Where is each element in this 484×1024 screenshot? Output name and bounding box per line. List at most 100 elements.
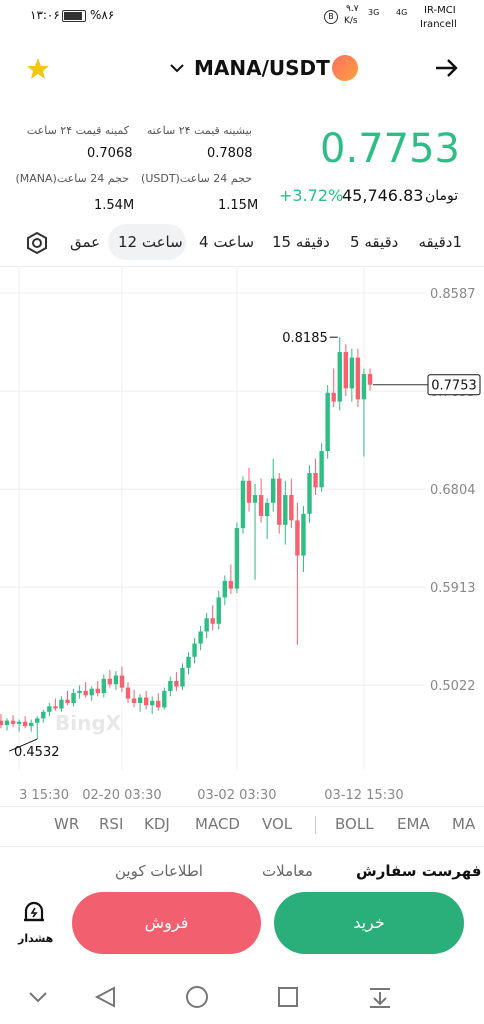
price-change: +3.72% — [279, 186, 344, 205]
tab-strip: اطلاعات کوین معاملات فهرست سفارش — [0, 860, 484, 882]
candle-body — [240, 480, 246, 529]
candle-body — [22, 721, 28, 727]
interval-tab[interactable]: 4 ساعت — [199, 233, 255, 251]
net-speed-unit: K/s — [344, 16, 358, 26]
x-tick-label: 03-12 15:30 — [324, 788, 403, 803]
indicator[interactable]: VOL — [262, 815, 293, 833]
pair-name[interactable]: MANA/USDT — [194, 56, 330, 80]
currency-label: تومان — [425, 188, 459, 204]
candle-body — [331, 392, 336, 402]
share-button[interactable] — [434, 56, 460, 80]
candle-body — [319, 451, 324, 488]
divider — [0, 846, 484, 847]
buy-button[interactable]: خرید — [274, 892, 464, 954]
candle-body — [35, 718, 40, 723]
candle-body — [271, 478, 276, 503]
candle-body — [4, 720, 10, 726]
candle-body — [131, 698, 137, 704]
candle-body — [53, 706, 58, 709]
candle-body — [264, 502, 270, 516]
carrier: IR-MCI — [424, 5, 456, 16]
candle-body — [107, 678, 113, 685]
current-price-label: 0.7753 — [431, 379, 477, 394]
tab[interactable]: معاملات — [262, 862, 313, 880]
stat-value: 0.7068 — [87, 146, 133, 161]
candle-body — [174, 680, 179, 687]
sell-button[interactable]: فروش — [72, 892, 261, 954]
candle-body — [361, 374, 367, 400]
nav-hide[interactable] — [29, 992, 47, 1003]
tab[interactable]: اطلاعات کوین — [115, 862, 203, 880]
candle-body — [216, 597, 221, 624]
high-label: 0.8185 — [282, 331, 328, 346]
indicator[interactable]: WR — [54, 815, 80, 833]
price-toman: 45,746.83 — [342, 186, 424, 205]
candle-body — [210, 618, 215, 624]
candle-body — [295, 520, 300, 556]
candle-body — [301, 513, 306, 556]
nav-recent[interactable] — [278, 987, 298, 1007]
candle-body — [325, 392, 330, 452]
coin-icon — [332, 55, 358, 81]
interval-tab[interactable]: 5 دقیقه — [350, 233, 399, 251]
stat-label: بیشینه قیمت ۲۴ ساعته — [146, 124, 252, 137]
y-tick-label: 0.6804 — [430, 483, 476, 498]
candle-body — [0, 720, 4, 726]
candle-body — [125, 687, 131, 699]
nav-home[interactable] — [186, 986, 208, 1008]
interval-tab[interactable]: 1دقیقه — [418, 233, 462, 251]
network-type: 4G — [396, 8, 408, 17]
indicator[interactable]: BOLL — [335, 815, 374, 833]
interval-tab[interactable]: 12 ساعت — [118, 233, 183, 251]
candle-body — [234, 528, 240, 589]
alert-icon[interactable] — [22, 900, 46, 924]
candle-body — [283, 495, 288, 525]
carrier: Irancell — [420, 19, 457, 30]
divider — [0, 806, 484, 807]
candle-body — [47, 706, 52, 712]
battery-level: %۸۶ — [90, 8, 115, 22]
x-tick-label: 3 15:30 — [19, 788, 69, 803]
last-price: 0.7753 — [320, 126, 460, 172]
low-pointer — [9, 738, 38, 752]
candle-body — [337, 352, 342, 402]
x-tick-label: 03-02 03:30 — [197, 788, 276, 803]
tab[interactable]: فهرست سفارش — [356, 862, 482, 880]
candle-body — [150, 700, 155, 706]
x-tick-label: 02-20 03:30 — [82, 788, 161, 803]
pair-dropdown[interactable] — [168, 60, 186, 76]
candle-body — [71, 693, 76, 704]
candle-body — [367, 374, 373, 385]
indicator[interactable]: MA — [452, 815, 476, 833]
indicator[interactable]: RSI — [99, 815, 124, 833]
candle-body — [101, 678, 106, 694]
candle-body — [16, 721, 22, 724]
divider — [0, 266, 484, 267]
candle-body — [277, 478, 282, 525]
candle-body — [246, 480, 252, 503]
depth-tab[interactable]: عمق — [70, 233, 101, 251]
indicator[interactable]: MACD — [195, 815, 240, 833]
candle-body — [313, 473, 318, 488]
status-icon: B — [324, 10, 338, 24]
candle-body — [198, 631, 203, 644]
nav-bar — [29, 986, 390, 1008]
candle-body — [349, 357, 355, 389]
indicator[interactable]: EMA — [397, 815, 430, 833]
settings-icon[interactable] — [26, 232, 48, 254]
nav-back[interactable] — [94, 986, 115, 1008]
alert-label[interactable]: هشدار — [18, 932, 54, 945]
stat-value: 0.7808 — [207, 146, 253, 161]
candle-body — [343, 352, 348, 389]
favorite-star[interactable] — [26, 57, 50, 81]
candle-body — [143, 697, 149, 706]
nav-menu[interactable] — [370, 988, 390, 1008]
candle-body — [29, 722, 34, 727]
interval-tab[interactable]: 15 دقیقه — [272, 233, 330, 251]
indicator[interactable]: KDJ — [144, 815, 170, 833]
status-time: ۱۳:۰۶ — [30, 8, 60, 22]
separator — [315, 816, 316, 834]
candle-body — [83, 690, 88, 696]
